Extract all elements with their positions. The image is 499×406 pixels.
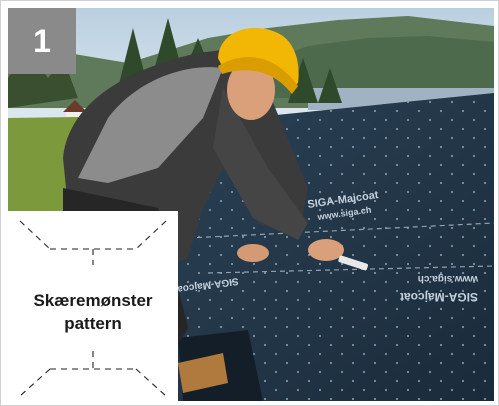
worker-face (227, 60, 275, 120)
house-roof (63, 100, 87, 112)
worker-arm (213, 88, 308, 240)
worker-hand-right (308, 239, 344, 261)
seam-line-2 (207, 265, 494, 274)
step-number: 1 (33, 22, 51, 59)
helmet-brim (218, 56, 298, 94)
pattern-bottom-right-diagonal (135, 368, 167, 397)
worker-hand-left (237, 244, 269, 262)
worker-sleeve-grey (78, 67, 223, 183)
cutting-pattern-diagram (19, 220, 167, 397)
pattern-top-left-diagonal (19, 220, 51, 250)
pattern-title-danish: Skæremønster (33, 291, 153, 310)
pattern-label: Skæremønster pattern (8, 289, 178, 335)
membrane-url-text-inverted: www.siga.ch (418, 273, 479, 284)
step-number-badge: 1 (8, 8, 76, 74)
membrane-brand-text-inverted-2: SIGA-Majcoat (400, 290, 478, 304)
utility-knife (338, 255, 369, 271)
pattern-title-english: pattern (64, 314, 122, 333)
pattern-top-right-diagonal (135, 220, 167, 250)
wood-under-flap (178, 353, 228, 393)
seam-line (187, 222, 494, 239)
pattern-bottom-left-diagonal (19, 368, 51, 397)
cutting-pattern-panel: Skæremønster pattern (8, 211, 178, 401)
